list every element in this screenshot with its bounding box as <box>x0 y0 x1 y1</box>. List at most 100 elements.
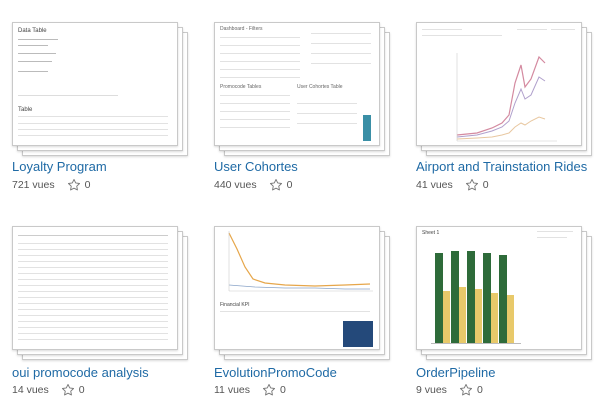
thumb-yellow-bar <box>443 291 450 343</box>
thumb-table-rule <box>18 116 168 117</box>
thumb-heading: Dashboard - Filters <box>220 26 263 32</box>
favorite-count: 0 <box>286 179 293 191</box>
thumb-table-rule <box>18 333 168 334</box>
star-icon <box>262 383 276 396</box>
thumb-cohort-label: User Cohortes Table <box>297 84 343 90</box>
favorite-count: 0 <box>78 384 85 396</box>
favorite-button[interactable]: 0 <box>67 178 91 192</box>
thumb-line <box>18 95 118 96</box>
thumb-table-rule <box>18 285 168 286</box>
thumb-table-rule <box>18 123 168 124</box>
thumb-kpi-label: Financial KPI <box>220 302 250 308</box>
thumb-table-rule <box>18 315 168 316</box>
workbook-meta: 440 vues 0 <box>214 178 292 192</box>
thumb-line <box>220 45 300 46</box>
workbook-meta: 721 vues 0 <box>12 178 90 192</box>
thumb-line <box>220 61 300 62</box>
workbook-title[interactable]: oui promocode analysis <box>12 365 149 380</box>
thumb-table-rule <box>18 135 168 136</box>
thumb-line-chart <box>456 53 557 142</box>
thumb-axis <box>431 343 521 344</box>
favorite-button[interactable]: 0 <box>465 178 489 192</box>
thumb-line <box>18 45 48 46</box>
thumbnail-stack[interactable]: Financial KPI <box>214 226 394 360</box>
favorite-button[interactable]: 0 <box>459 383 483 397</box>
thumb-table-header-rule <box>18 235 168 236</box>
workbook-card-order-pipeline[interactable]: Sheet 1 OrderPipeline 9 vues 0 <box>416 226 596 396</box>
thumb-line <box>297 113 357 114</box>
view-count: 11 vues <box>214 384 250 396</box>
favorite-count: 0 <box>476 384 483 396</box>
workbook-title[interactable]: OrderPipeline <box>416 365 496 380</box>
thumb-line <box>311 33 371 34</box>
thumb-line <box>220 37 300 38</box>
thumb-line <box>18 39 58 40</box>
thumb-line <box>422 35 502 36</box>
favorite-button[interactable]: 0 <box>269 178 293 192</box>
thumb-line <box>517 29 547 30</box>
thumb-line <box>311 53 371 54</box>
thumb-table-rule <box>18 309 168 310</box>
favorite-count: 0 <box>84 179 91 191</box>
workbook-thumbnail[interactable] <box>12 226 178 350</box>
workbook-card-user-cohortes[interactable]: Dashboard - Filters Promocode Tables Use… <box>214 22 394 191</box>
view-count: 440 vues <box>214 179 257 191</box>
workbook-card-evolution-promocode[interactable]: Financial KPI EvolutionPromoCode 11 vues… <box>214 226 394 396</box>
workbook-thumbnail[interactable] <box>416 22 582 146</box>
view-count: 9 vues <box>416 384 447 396</box>
thumb-table-rule <box>18 339 168 340</box>
thumb-table-rule <box>18 261 168 262</box>
favorite-button[interactable]: 0 <box>262 383 286 397</box>
thumbnail-stack[interactable] <box>416 22 596 156</box>
workbook-thumbnail[interactable]: Dashboard - Filters Promocode Tables Use… <box>214 22 380 146</box>
star-icon <box>465 178 478 191</box>
thumb-green-bar <box>467 251 475 343</box>
thumb-yellow-bar <box>491 293 498 343</box>
thumb-green-bar <box>451 251 459 343</box>
thumb-teal-block <box>363 115 371 141</box>
star-icon <box>269 178 282 191</box>
favorite-count: 0 <box>280 384 286 396</box>
thumb-line <box>220 77 300 78</box>
thumbnail-stack[interactable]: Dashboard - Filters Promocode Tables Use… <box>214 22 394 156</box>
thumb-table-rule <box>18 279 168 280</box>
workbook-title[interactable]: EvolutionPromoCode <box>214 365 337 380</box>
workbook-thumbnail[interactable]: Data Table Table <box>12 22 178 146</box>
thumb-table-rule <box>18 255 168 256</box>
thumb-yellow-bar <box>507 295 514 343</box>
thumb-table-rule <box>18 249 168 250</box>
favorite-button[interactable]: 0 <box>61 383 85 397</box>
workbook-title[interactable]: Airport and Trainstation Rides <box>416 159 588 174</box>
thumbnail-stack[interactable]: Sheet 1 <box>416 226 596 360</box>
thumb-line-chart <box>228 231 373 292</box>
thumb-line <box>311 63 371 64</box>
workbook-card-airport-rides[interactable]: Airport and Trainstation Rides 41 vues 0 <box>416 22 596 191</box>
workbook-title[interactable]: Loyalty Program <box>12 159 107 174</box>
workbook-thumbnail[interactable]: Financial KPI <box>214 226 380 350</box>
thumb-green-bar <box>435 253 443 343</box>
workbook-meta: 9 vues 0 <box>416 383 483 397</box>
thumb-table-rule <box>18 273 168 274</box>
star-icon <box>67 178 80 191</box>
thumb-line <box>220 127 290 128</box>
thumbnail-stack[interactable]: Data Table Table <box>12 22 192 156</box>
thumb-table-rule <box>18 303 168 304</box>
thumb-line <box>537 231 573 232</box>
thumbnail-stack[interactable] <box>12 226 192 360</box>
thumb-green-bar <box>483 253 491 343</box>
thumb-line <box>537 237 567 238</box>
thumb-line <box>551 29 575 30</box>
workbook-meta: 41 vues 0 <box>416 178 489 192</box>
thumb-line <box>297 103 357 104</box>
thumb-sheet-label: Sheet 1 <box>422 230 440 236</box>
workbook-card-oui-promocode[interactable]: oui promocode analysis 14 vues 0 <box>12 226 192 396</box>
thumb-green-bar <box>499 255 507 343</box>
thumb-line <box>220 95 290 96</box>
workbook-card-loyalty-program[interactable]: Data Table Table Loyalty Program 721 vue… <box>12 22 192 191</box>
workbook-title[interactable]: User Cohortes <box>214 159 298 174</box>
thumb-yellow-bar <box>459 287 466 343</box>
thumb-table-rule <box>18 297 168 298</box>
workbook-thumbnail[interactable]: Sheet 1 <box>416 226 582 350</box>
thumb-table-rule <box>18 291 168 292</box>
thumb-section: Table <box>18 107 33 113</box>
